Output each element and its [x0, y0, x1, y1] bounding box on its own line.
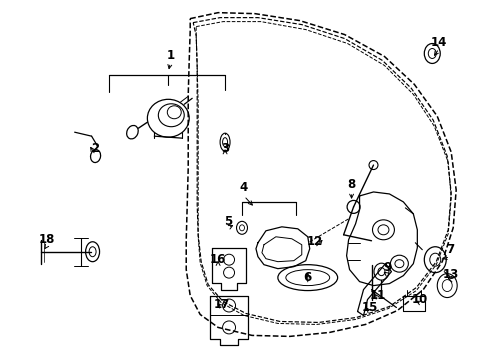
Text: 7: 7 [445, 243, 453, 256]
Text: 8: 8 [347, 179, 355, 192]
Text: 15: 15 [361, 301, 377, 314]
Text: 6: 6 [303, 271, 311, 284]
Text: 5: 5 [224, 215, 232, 228]
Text: 16: 16 [209, 253, 226, 266]
Text: 14: 14 [430, 36, 447, 49]
Text: 17: 17 [214, 298, 230, 311]
Text: 1: 1 [166, 49, 174, 62]
Text: 11: 11 [368, 289, 385, 302]
Text: 2: 2 [91, 141, 100, 155]
Text: 3: 3 [221, 141, 229, 155]
Text: 10: 10 [410, 293, 427, 306]
Text: 13: 13 [442, 268, 458, 281]
Text: 18: 18 [39, 233, 55, 246]
Text: 9: 9 [383, 261, 391, 274]
Text: 4: 4 [240, 181, 247, 194]
Text: 12: 12 [306, 235, 322, 248]
